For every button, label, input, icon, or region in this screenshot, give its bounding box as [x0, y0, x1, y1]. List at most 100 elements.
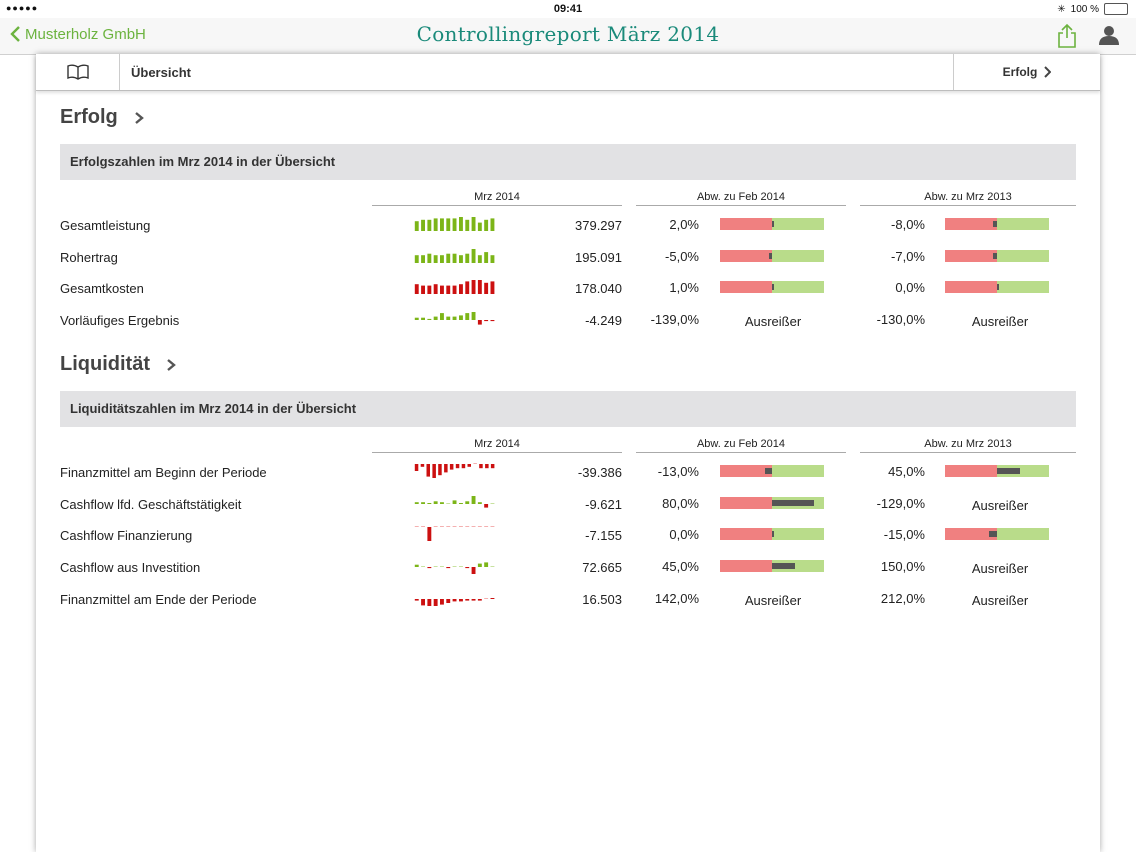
current-section-label: Übersicht	[131, 65, 191, 80]
bullet-negative-range	[720, 218, 772, 230]
sparkline-bar	[452, 253, 457, 263]
bullet-positive-range	[772, 528, 824, 541]
sparkline-bar	[465, 598, 470, 601]
sparkline-bar	[414, 317, 419, 321]
sparkline-bar	[440, 501, 444, 504]
sparkline-bar	[484, 597, 489, 599]
column-header: Mrz 2014	[372, 191, 622, 206]
sparkline-bar	[433, 598, 438, 606]
sparkline-bar	[433, 218, 438, 231]
bullet-negative-range	[945, 281, 997, 294]
sparkline-bar	[446, 316, 451, 321]
sparkline-bar	[490, 464, 495, 469]
sparkline-bar	[433, 254, 438, 263]
row-label: Finanzmittel am Beginn der Periode	[60, 465, 267, 480]
deviation-bullet	[945, 465, 1049, 477]
clock: 09:41	[553, 3, 583, 15]
bullet-positive-range	[997, 249, 1049, 262]
bullet-marker	[772, 221, 774, 227]
sparkline-bar	[465, 567, 470, 569]
deviation-bullet	[720, 465, 824, 477]
outlier-label: Ausreißer	[744, 314, 802, 330]
bullet-marker	[769, 252, 772, 259]
sparkline	[414, 562, 495, 575]
sparkline-bar	[459, 502, 463, 504]
deviation-bullet	[945, 218, 1049, 230]
sparkline-bar	[477, 280, 482, 295]
bullet-negative-range	[720, 560, 772, 573]
sparkline-bar	[427, 527, 432, 542]
table-of-contents-button[interactable]	[36, 54, 120, 90]
back-button[interactable]: Musterholz GmbH	[10, 25, 146, 43]
sparkline-bar	[459, 598, 463, 602]
row-label: Cashflow aus Investition	[60, 560, 201, 576]
bullet-negative-range	[945, 528, 997, 541]
sparkline-bar	[427, 285, 432, 295]
row-value: -39.386	[577, 465, 622, 480]
row-value: 178.040	[575, 281, 622, 297]
sparkline	[414, 463, 495, 478]
deviation-mrz: 45,0%	[888, 464, 925, 479]
sparkline-bar	[440, 254, 444, 263]
bullet-marker	[993, 252, 997, 259]
sparkline-bar	[484, 562, 489, 568]
back-label: Musterholz GmbH	[25, 25, 146, 43]
bullet-negative-range	[945, 249, 997, 262]
book-icon	[66, 64, 89, 80]
sparkline-bar	[426, 464, 430, 477]
sparkline-bar	[452, 526, 457, 528]
sparkline-bar	[477, 563, 482, 568]
deviation-mrz: 212,0%	[880, 590, 925, 606]
sparkline	[414, 495, 495, 508]
sparkline-bar	[420, 464, 425, 467]
sparkline	[414, 217, 495, 231]
section-erfolg-title[interactable]: Erfolg	[60, 106, 144, 129]
sparkline-bar	[427, 219, 432, 231]
sparkline-bar	[433, 526, 438, 528]
sparkline-bar	[449, 464, 454, 470]
sparkline-bar	[471, 495, 476, 504]
sparkline-bar	[465, 313, 470, 321]
liquiditaet-table-header: Liquiditätszahlen im Mrz 2014 in der Übe…	[60, 391, 1076, 427]
deviation-feb: 80,0%	[662, 495, 699, 511]
sparkline-bar	[477, 320, 482, 325]
deviation-feb: -139,0%	[650, 312, 699, 328]
sparkline-bar	[473, 463, 477, 464]
sparkline	[414, 526, 495, 542]
section-liquiditaet-heading: Liquidität	[60, 353, 150, 375]
bullet-positive-range	[772, 249, 824, 262]
share-icon	[1058, 23, 1076, 48]
sparkline-bar	[421, 566, 425, 568]
sparkline-bar	[427, 318, 432, 321]
section-liquiditaet-title[interactable]: Liquidität	[60, 353, 176, 376]
sparkline-bar	[433, 566, 438, 568]
sparkline-bar	[440, 598, 444, 605]
sparkline-bar	[490, 526, 495, 528]
sparkline-bar	[484, 251, 489, 263]
sparkline-bar	[465, 500, 470, 504]
sparkline-bar	[465, 526, 470, 528]
deviation-bullet	[945, 249, 1049, 262]
deviation-bullet	[720, 281, 824, 294]
sparkline-bar	[477, 526, 482, 528]
deviation-feb: 0,0%	[669, 527, 699, 543]
sparkline-bar	[465, 219, 470, 231]
share-button[interactable]	[1056, 23, 1078, 54]
sparkline-bar	[433, 284, 438, 295]
sparkline-bar	[433, 500, 438, 504]
bullet-marker	[997, 284, 999, 291]
sparkline-bar	[490, 254, 495, 263]
sparkline-bar	[459, 254, 463, 263]
chevron-right-icon	[1044, 66, 1052, 78]
deviation-bullet	[945, 281, 1049, 294]
sparkline-bar	[414, 254, 419, 263]
sparkline-bar	[490, 218, 495, 231]
sparkline-bar	[414, 598, 419, 601]
sparkline-bar	[446, 253, 451, 263]
sparkline-bar	[452, 598, 457, 602]
user-button[interactable]	[1098, 24, 1120, 51]
sparkline-bar	[427, 598, 432, 606]
next-section-button[interactable]: Erfolg	[953, 54, 1100, 90]
sparkline-bar	[444, 464, 448, 473]
deviation-feb: 2,0%	[669, 217, 699, 232]
